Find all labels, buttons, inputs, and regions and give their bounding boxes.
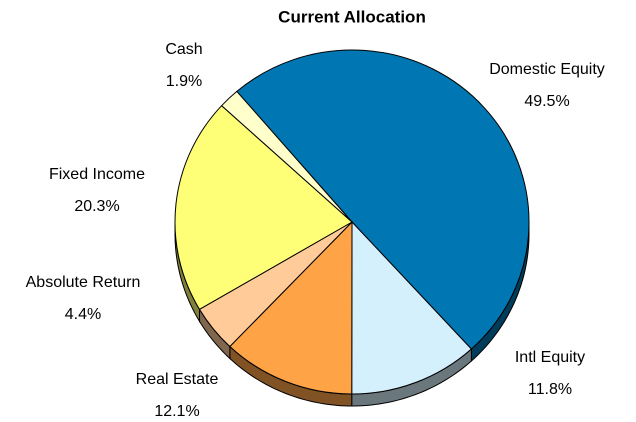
slice-label: Real Estate	[136, 371, 219, 388]
slice-label: Absolute Return	[26, 274, 141, 291]
slice	[229, 220, 353, 395]
chart-title: Current Allocation	[278, 7, 426, 26]
slice-value-label: 11.8%	[528, 381, 572, 398]
slice	[236, 49, 530, 350]
slice	[351, 220, 473, 395]
slice-value-label: 12.1%	[154, 403, 199, 420]
slice-label: Fixed Income	[49, 166, 145, 183]
slice-label: Cash	[165, 41, 202, 58]
slice	[220, 90, 353, 223]
slice-label: Domestic Equity	[489, 61, 605, 78]
slice	[174, 104, 353, 311]
slice-value-label: 20.3%	[74, 198, 119, 215]
slice-label: Intl Equity	[515, 349, 585, 366]
slice-value-label: 4.4%	[65, 306, 101, 323]
slice-value-label: 1.9%	[166, 73, 202, 90]
slice-value-label: 49.5%	[524, 93, 569, 110]
